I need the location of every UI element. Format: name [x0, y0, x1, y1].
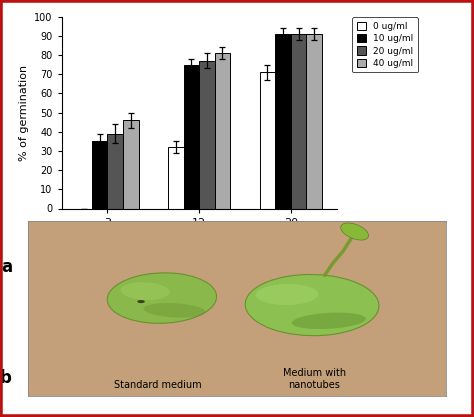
Ellipse shape [121, 282, 170, 300]
X-axis label: Days of germination: Days of germination [143, 233, 255, 243]
Bar [275, 34, 291, 208]
Ellipse shape [341, 223, 369, 240]
Bar [291, 34, 306, 208]
Ellipse shape [144, 303, 205, 318]
Bar [92, 141, 108, 208]
Ellipse shape [137, 300, 145, 303]
Bar [260, 72, 275, 208]
Text: Standard medium: Standard medium [114, 380, 201, 390]
Text: Medium with
nanotubes: Medium with nanotubes [283, 368, 346, 390]
Bar [306, 34, 322, 208]
Bar [215, 53, 230, 208]
Bar [183, 65, 199, 208]
Bar [168, 147, 183, 208]
Bar [108, 134, 123, 208]
Ellipse shape [292, 313, 366, 329]
Bar [123, 120, 138, 208]
Text: a: a [1, 259, 12, 276]
Y-axis label: % of germination: % of germination [18, 65, 28, 161]
Ellipse shape [245, 274, 379, 336]
Ellipse shape [256, 284, 319, 305]
Text: b: b [0, 369, 11, 387]
Ellipse shape [107, 273, 217, 323]
Legend: 0 ug/ml, 10 ug/ml, 20 ug/ml, 40 ug/ml: 0 ug/ml, 10 ug/ml, 20 ug/ml, 40 ug/ml [352, 18, 418, 73]
Bar [199, 61, 215, 208]
